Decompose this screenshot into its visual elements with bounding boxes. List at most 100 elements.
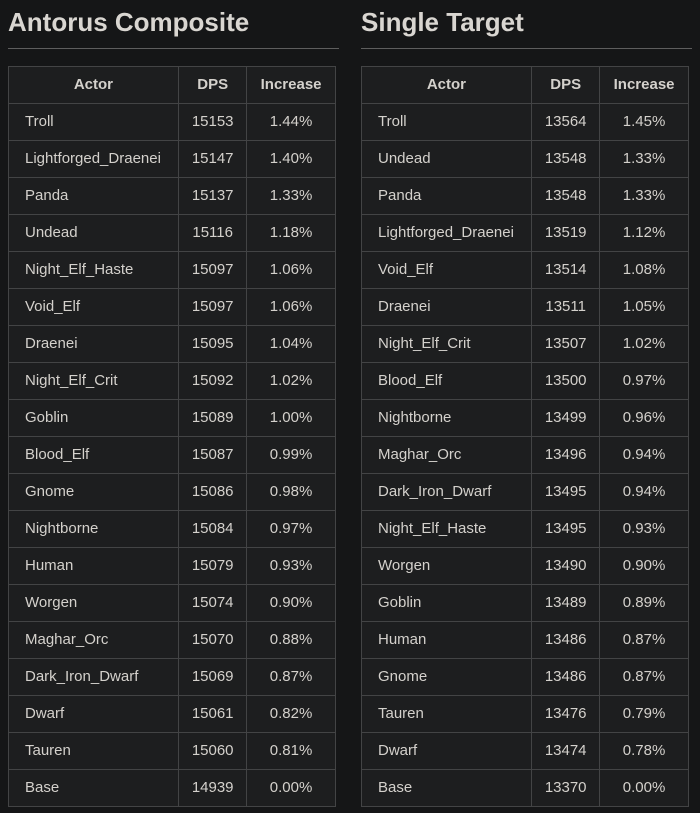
dps-cell: 13500 bbox=[530, 361, 601, 400]
actor-cell: Draenei bbox=[361, 287, 532, 326]
table-row: Base 13370 0.00% bbox=[361, 768, 689, 807]
increase-cell: 0.96% bbox=[599, 398, 689, 437]
dps-cell: 13476 bbox=[530, 694, 601, 733]
table-row: Nightborne 15084 0.97% bbox=[8, 509, 336, 548]
table-row: Worgen 15074 0.90% bbox=[8, 583, 336, 622]
results-table-antorus-composite: Actor DPS Increase Troll 15153 1.44% Lightf… bbox=[8, 65, 336, 807]
actor-cell: Human bbox=[8, 546, 179, 585]
section-title-single-target: Single Target bbox=[361, 7, 524, 37]
table-row: Undead 15116 1.18% bbox=[8, 213, 336, 252]
table-row: Dwarf 15061 0.82% bbox=[8, 694, 336, 733]
column-header-actor: Actor bbox=[361, 65, 532, 104]
table-row: Panda 13548 1.33% bbox=[361, 176, 689, 215]
table-row: Base 14939 0.00% bbox=[8, 768, 336, 807]
increase-cell: 0.87% bbox=[599, 620, 689, 659]
increase-cell: 0.97% bbox=[246, 509, 336, 548]
actor-cell: Blood_Elf bbox=[361, 361, 532, 400]
actor-cell: Panda bbox=[8, 176, 179, 215]
dps-cell: 15084 bbox=[177, 509, 248, 548]
actor-cell: Base bbox=[361, 768, 532, 807]
actor-cell: Panda bbox=[361, 176, 532, 215]
actor-cell: Nightborne bbox=[361, 398, 532, 437]
increase-cell: 0.94% bbox=[599, 472, 689, 511]
table-row: Panda 15137 1.33% bbox=[8, 176, 336, 215]
dps-cell: 13486 bbox=[530, 657, 601, 696]
dps-cell: 15060 bbox=[177, 731, 248, 770]
increase-cell: 1.06% bbox=[246, 250, 336, 289]
actor-cell: Night_Elf_Crit bbox=[8, 361, 179, 400]
dps-cell: 15079 bbox=[177, 546, 248, 585]
increase-cell: 1.02% bbox=[246, 361, 336, 400]
increase-cell: 1.12% bbox=[599, 213, 689, 252]
dps-cell: 13489 bbox=[530, 583, 601, 622]
dps-cell: 13548 bbox=[530, 139, 601, 178]
title-divider bbox=[8, 47, 339, 49]
table-row: Worgen 13490 0.90% bbox=[361, 546, 689, 585]
increase-cell: 1.45% bbox=[599, 102, 689, 141]
table-row: Blood_Elf 15087 0.99% bbox=[8, 435, 336, 474]
actor-cell: Tauren bbox=[8, 731, 179, 770]
table-row: Maghar_Orc 13496 0.94% bbox=[361, 435, 689, 474]
actor-cell: Worgen bbox=[8, 583, 179, 622]
actor-cell: Night_Elf_Haste bbox=[8, 250, 179, 289]
actor-cell: Lightforged_Draenei bbox=[361, 213, 532, 252]
actor-cell: Dark_Iron_Dwarf bbox=[361, 472, 532, 511]
section-antorus-composite: Antorus Composite Actor DPS Increase Tro… bbox=[8, 6, 339, 807]
dps-cell: 15147 bbox=[177, 139, 248, 178]
increase-cell: 1.40% bbox=[246, 139, 336, 178]
table-row: Tauren 15060 0.81% bbox=[8, 731, 336, 770]
table-row: Dark_Iron_Dwarf 15069 0.87% bbox=[8, 657, 336, 696]
table-row: Night_Elf_Haste 13495 0.93% bbox=[361, 509, 689, 548]
increase-cell: 0.89% bbox=[599, 583, 689, 622]
table-row: Goblin 15089 1.00% bbox=[8, 398, 336, 437]
increase-cell: 1.33% bbox=[599, 176, 689, 215]
increase-cell: 0.90% bbox=[246, 583, 336, 622]
increase-cell: 0.00% bbox=[599, 768, 689, 807]
actor-cell: Tauren bbox=[361, 694, 532, 733]
increase-cell: 0.97% bbox=[599, 361, 689, 400]
dps-cell: 13490 bbox=[530, 546, 601, 585]
table-row: Night_Elf_Crit 15092 1.02% bbox=[8, 361, 336, 400]
increase-cell: 0.87% bbox=[246, 657, 336, 696]
actor-cell: Lightforged_Draenei bbox=[8, 139, 179, 178]
actor-cell: Dwarf bbox=[361, 731, 532, 770]
dps-cell: 15089 bbox=[177, 398, 248, 437]
increase-cell: 1.33% bbox=[599, 139, 689, 178]
table-body: Troll 13564 1.45% Undead 13548 1.33% Panda 1354… bbox=[361, 102, 689, 807]
increase-cell: 0.98% bbox=[246, 472, 336, 511]
dps-cell: 15095 bbox=[177, 324, 248, 363]
dps-cell: 13495 bbox=[530, 509, 601, 548]
title-divider bbox=[361, 47, 692, 49]
dps-cell: 13519 bbox=[530, 213, 601, 252]
increase-cell: 1.08% bbox=[599, 250, 689, 289]
table-header-row: Actor DPS Increase bbox=[361, 65, 689, 104]
table-row: Lightforged_Draenei 15147 1.40% bbox=[8, 139, 336, 178]
column-header-actor: Actor bbox=[8, 65, 179, 104]
table-row: Night_Elf_Haste 15097 1.06% bbox=[8, 250, 336, 289]
dps-cell: 15097 bbox=[177, 250, 248, 289]
dps-cell: 13511 bbox=[530, 287, 601, 326]
section-title-antorus-composite: Antorus Composite bbox=[8, 7, 250, 37]
actor-cell: Troll bbox=[361, 102, 532, 141]
dps-cell: 13548 bbox=[530, 176, 601, 215]
increase-cell: 1.18% bbox=[246, 213, 336, 252]
increase-cell: 0.82% bbox=[246, 694, 336, 733]
dps-cell: 13496 bbox=[530, 435, 601, 474]
dps-cell: 15086 bbox=[177, 472, 248, 511]
dps-cell: 13495 bbox=[530, 472, 601, 511]
table-row: Undead 13548 1.33% bbox=[361, 139, 689, 178]
dps-cell: 15074 bbox=[177, 583, 248, 622]
table-row: Human 15079 0.93% bbox=[8, 546, 336, 585]
increase-cell: 1.33% bbox=[246, 176, 336, 215]
table-row: Void_Elf 13514 1.08% bbox=[361, 250, 689, 289]
actor-cell: Void_Elf bbox=[361, 250, 532, 289]
actor-cell: Dwarf bbox=[8, 694, 179, 733]
increase-cell: 0.81% bbox=[246, 731, 336, 770]
increase-cell: 0.99% bbox=[246, 435, 336, 474]
dps-cell: 14939 bbox=[177, 768, 248, 807]
table-row: Dwarf 13474 0.78% bbox=[361, 731, 689, 770]
table-row: Lightforged_Draenei 13519 1.12% bbox=[361, 213, 689, 252]
table-row: Draenei 15095 1.04% bbox=[8, 324, 336, 363]
actor-cell: Worgen bbox=[361, 546, 532, 585]
